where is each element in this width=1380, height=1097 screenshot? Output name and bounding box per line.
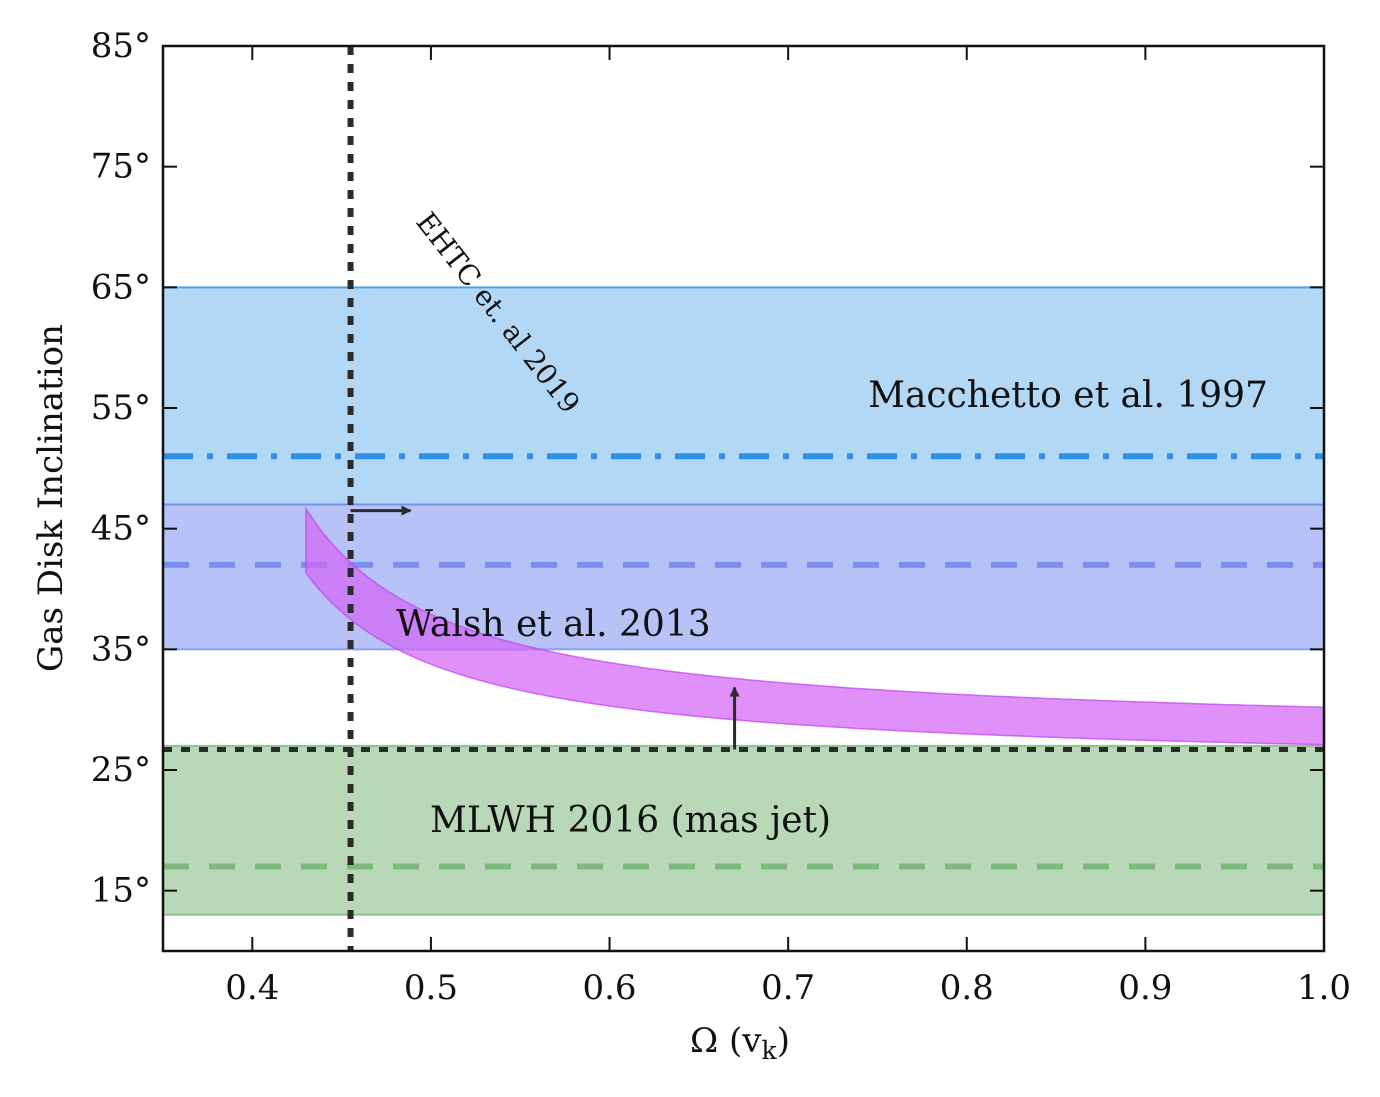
walsh-label: Walsh et al. 2013	[396, 604, 711, 645]
y-tick-label: 35°	[91, 629, 151, 669]
x-tick-label: 0.7	[761, 968, 815, 1008]
y-tick-label: 85°	[91, 26, 151, 66]
y-axis-title: Gas Disk Inclination	[31, 324, 71, 672]
axes-frame	[161, 44, 1326, 953]
x-axis-title-close: )	[777, 1021, 790, 1061]
x-tick-label: 1.0	[1297, 968, 1351, 1008]
axes-border	[161, 44, 1326, 953]
x-tick-label: 0.9	[1118, 968, 1172, 1008]
y-tick-label: 25°	[91, 750, 151, 790]
y-tick-label: 45°	[91, 509, 151, 549]
macchetto-label: Macchetto et al. 1997	[868, 375, 1268, 416]
mlwh-label: MLWH 2016 (mas jet)	[430, 800, 831, 841]
plot-area	[163, 46, 1324, 951]
x-tick-label: 0.6	[582, 968, 636, 1008]
y-tick-label: 55°	[91, 388, 151, 428]
band-macchetto-et-al-1997	[163, 287, 1324, 505]
ehtc-band	[305, 506, 1324, 746]
band-mlwh-2016-mas-jet	[163, 745, 1324, 915]
x-axis-title-sub: k	[762, 1036, 778, 1065]
y-tick-label: 75°	[91, 147, 151, 187]
x-axis-title: Ω (vk)	[690, 1021, 790, 1065]
x-axis-title-main: Ω (v	[690, 1021, 762, 1061]
y-tick-label: 65°	[91, 267, 151, 307]
x-tick-label: 0.5	[404, 968, 458, 1008]
x-tick-label: 0.4	[225, 968, 279, 1008]
x-tick-label: 0.8	[940, 968, 994, 1008]
y-tick-label: 15°	[91, 871, 151, 911]
